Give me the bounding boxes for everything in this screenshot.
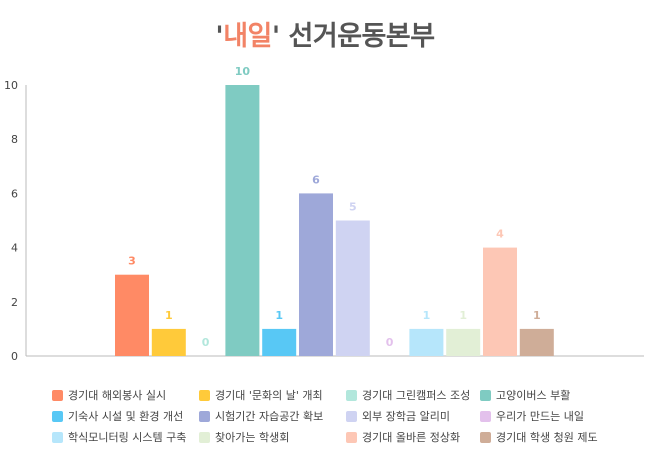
legend-swatch xyxy=(199,431,210,443)
bar xyxy=(225,85,260,356)
legend-swatch xyxy=(52,431,63,443)
chart-title: '내일' 선거운동본부 xyxy=(0,14,650,53)
legend-label: 찾아가는 학생회 xyxy=(215,431,290,444)
y-tick-label: 8 xyxy=(11,133,18,146)
legend-label: 기숙사 시설 및 환경 개선 xyxy=(68,410,184,423)
legend-swatch xyxy=(480,389,491,401)
legend-label: 경기대 그린캠퍼스 조성 xyxy=(362,389,471,402)
legend-swatch xyxy=(346,410,357,422)
y-tick-label: 10 xyxy=(4,79,18,92)
legend-label: 고양이버스 부활 xyxy=(496,389,571,402)
bar xyxy=(409,328,444,356)
data-label: 1 xyxy=(423,309,431,322)
bar xyxy=(262,328,297,356)
legend-swatch xyxy=(199,410,210,422)
legend-swatch xyxy=(52,389,63,401)
legend-swatch xyxy=(480,410,491,422)
legend-swatch xyxy=(52,410,63,422)
legend-label: 경기대 올바른 정상화 xyxy=(362,431,461,444)
legend-label: 경기대 '문화의 날' 개최 xyxy=(215,389,323,402)
data-label: 1 xyxy=(275,309,283,322)
bar xyxy=(446,328,481,356)
chart-legend: 경기대 해외봉사 실시 경기대 '문화의 날' 개최 경기대 그린캠퍼스 조성 고양이… xyxy=(52,386,642,446)
y-tick-label: 0 xyxy=(11,350,18,363)
legend-item: 외부 장학금 알리미 xyxy=(346,407,480,425)
legend-swatch xyxy=(346,431,357,443)
title-prefix: ' xyxy=(215,21,224,52)
legend-item: 고양이버스 부활 xyxy=(480,386,630,404)
legend-item: 경기대 학생 청원 제도 xyxy=(480,428,630,446)
data-label: 0 xyxy=(202,336,210,349)
legend-label: 우리가 만드는 내일 xyxy=(496,410,584,423)
bar xyxy=(115,274,149,356)
bar xyxy=(335,220,370,356)
data-label: 0 xyxy=(386,336,394,349)
title-highlight: 내일 xyxy=(223,21,272,52)
legend-label: 경기대 학생 청원 제도 xyxy=(496,431,598,444)
bar xyxy=(151,328,186,356)
bar xyxy=(299,193,333,356)
data-label: 1 xyxy=(165,309,173,322)
bar xyxy=(483,247,517,356)
legend-item: 우리가 만드는 내일 xyxy=(480,407,630,425)
data-label: 1 xyxy=(533,309,541,322)
legend-item: 경기대 그린캠퍼스 조성 xyxy=(346,386,480,404)
legend-swatch xyxy=(346,389,357,401)
y-tick-label: 4 xyxy=(11,242,18,255)
data-label: 5 xyxy=(349,201,357,214)
legend-item: 경기대 올바른 정상화 xyxy=(346,428,480,446)
legend-swatch xyxy=(480,431,491,443)
title-rest: ' 선거운동본부 xyxy=(271,21,435,52)
legend-swatch xyxy=(199,389,210,401)
y-tick-label: 2 xyxy=(11,296,18,309)
legend-item: 기숙사 시설 및 환경 개선 xyxy=(52,407,199,425)
y-tick-label: 6 xyxy=(11,187,18,200)
legend-item: 경기대 해외봉사 실시 xyxy=(52,386,199,404)
data-label: 1 xyxy=(459,309,467,322)
legend-label: 학식모니터링 시스템 구축 xyxy=(68,431,187,444)
legend-item: 경기대 '문화의 날' 개최 xyxy=(199,386,346,404)
data-label: 4 xyxy=(496,228,504,241)
legend-item: 시험기간 자습공간 확보 xyxy=(199,407,346,425)
data-label: 10 xyxy=(235,65,251,78)
legend-item: 찾아가는 학생회 xyxy=(199,428,346,446)
legend-label: 시험기간 자습공간 확보 xyxy=(215,410,324,423)
legend-label: 경기대 해외봉사 실시 xyxy=(68,389,167,402)
data-label: 3 xyxy=(128,255,136,268)
data-label: 6 xyxy=(312,173,320,186)
bar xyxy=(519,328,554,356)
legend-label: 외부 장학금 알리미 xyxy=(362,410,450,423)
legend-item: 학식모니터링 시스템 구축 xyxy=(52,428,199,446)
